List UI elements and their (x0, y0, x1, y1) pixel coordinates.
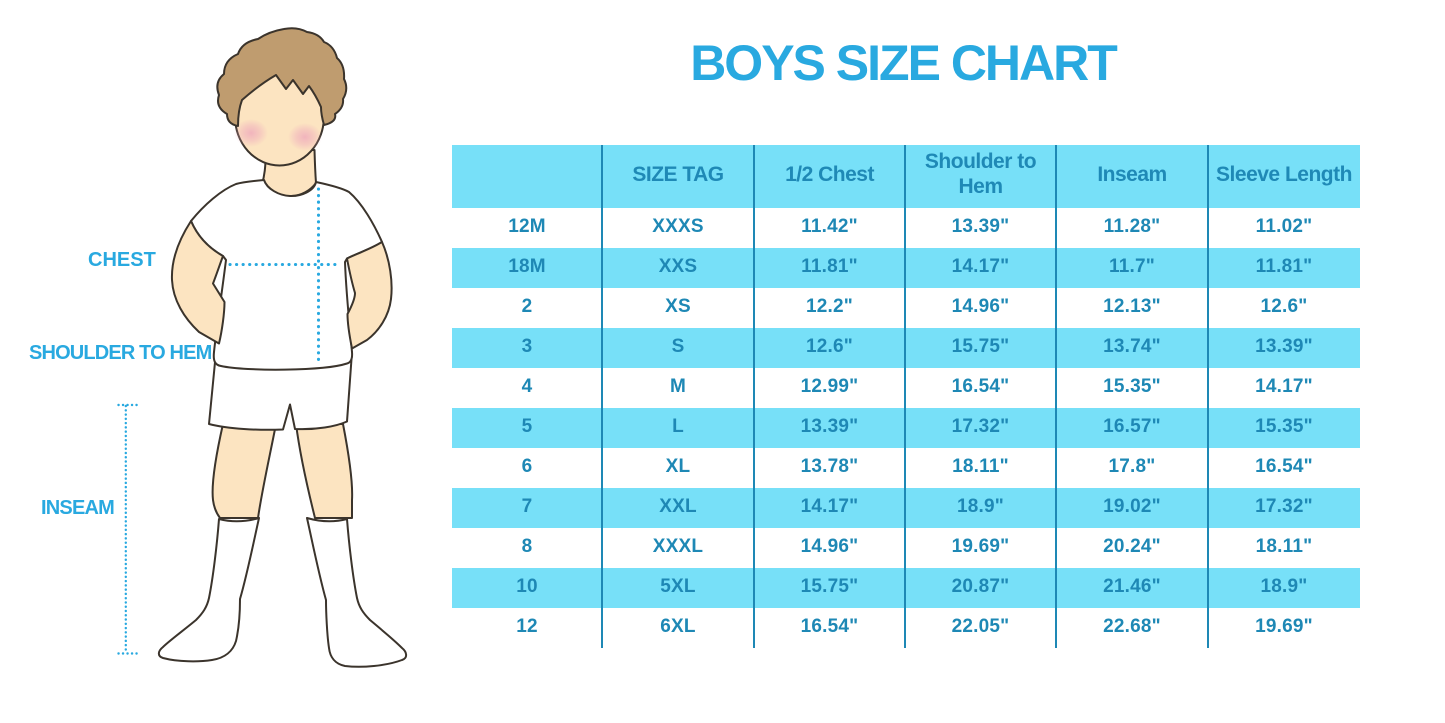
svg-text:CHEST: CHEST (88, 249, 156, 271)
svg-text:INSEAM: INSEAM (41, 497, 114, 519)
svg-text:SHOULDER TO HEM: SHOULDER TO HEM (29, 342, 212, 364)
